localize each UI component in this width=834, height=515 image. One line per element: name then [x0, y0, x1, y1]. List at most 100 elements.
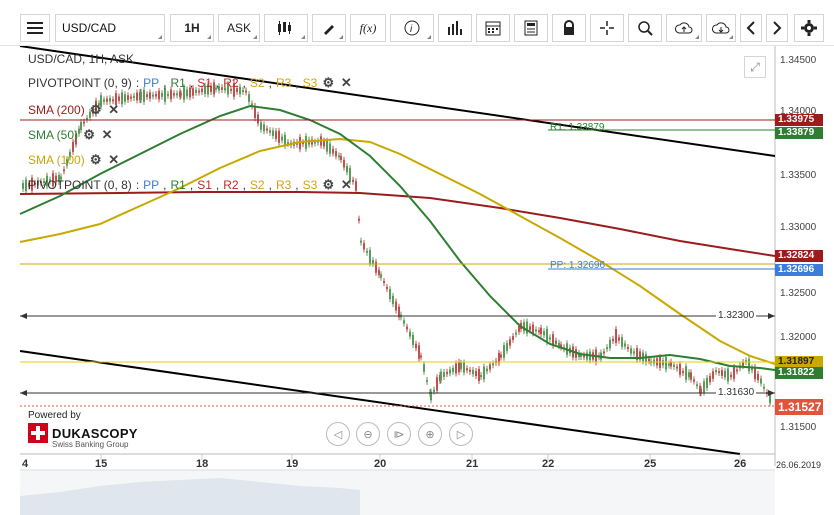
menu-button[interactable]: [20, 14, 50, 42]
candle-body: [161, 93, 163, 97]
info-button[interactable]: i: [390, 14, 434, 42]
gear-icon[interactable]: ⚙: [322, 75, 335, 90]
volume-button[interactable]: [438, 14, 472, 42]
candle-body: [769, 394, 771, 404]
sma-50-legend[interactable]: SMA (50) ⚙ ✕: [28, 127, 114, 143]
candle-body: [338, 155, 340, 158]
report-button[interactable]: [514, 14, 548, 42]
candle-body: [529, 326, 531, 331]
candle-body: [95, 100, 97, 114]
candle-body: [329, 143, 331, 154]
candle-body: [685, 366, 687, 380]
nav-left-button[interactable]: ◁: [326, 422, 350, 446]
candle-body: [463, 362, 465, 373]
candle-body: [378, 269, 380, 276]
price-tag-pp: 1.32696: [775, 264, 823, 276]
navigator-area[interactable]: [20, 478, 360, 515]
upload-button[interactable]: [666, 14, 702, 42]
candle-body: [323, 140, 325, 147]
lock-button[interactable]: [552, 14, 586, 42]
candle-body: [549, 337, 551, 340]
scroll-left-button[interactable]: [740, 14, 762, 42]
candle-body: [730, 374, 732, 378]
gear-icon[interactable]: ⚙: [322, 177, 335, 192]
candle-body: [52, 173, 54, 187]
close-icon[interactable]: ✕: [340, 177, 352, 192]
candle-body: [688, 372, 690, 378]
price-side-selector[interactable]: ASK: [218, 14, 260, 42]
candle-body: [398, 306, 400, 318]
candle-body: [40, 181, 42, 184]
candle-body: [31, 177, 33, 191]
indicator-function-button[interactable]: f(x): [350, 14, 386, 42]
candle-body: [380, 274, 382, 278]
candle-body: [751, 367, 753, 371]
price-tag-r1: 1.33879: [775, 127, 823, 139]
zoom-in-button[interactable]: ⊕: [418, 422, 442, 446]
pp-label: PP: [143, 76, 160, 90]
pivotpoint-9-legend[interactable]: PIVOTPOINT (0, 9) : PP, R1, S1, R2, S2, …: [28, 75, 352, 91]
expand-icon[interactable]: ⤢: [744, 56, 766, 78]
reset-button[interactable]: ⧐: [387, 422, 411, 446]
download-button[interactable]: [706, 14, 736, 42]
candle-body: [248, 94, 250, 102]
arrow-left-2: [20, 390, 27, 396]
candle-body: [284, 134, 286, 146]
candle-body: [433, 389, 435, 392]
candle-body: [218, 86, 220, 91]
settings-button[interactable]: [794, 14, 824, 42]
calendar-button[interactable]: [476, 14, 510, 42]
gear-icon[interactable]: ⚙: [89, 102, 102, 117]
candle-body: [727, 368, 729, 382]
lower-trendline[interactable]: [19, 350, 741, 455]
crosshair-button[interactable]: [590, 14, 624, 42]
candle-body: [389, 288, 391, 300]
scroll-right-button[interactable]: [766, 14, 788, 42]
candle-body: [538, 330, 540, 333]
dukascopy-brand: Powered by DUKASCOPY Swiss Banking Group: [28, 410, 148, 450]
draw-button[interactable]: [312, 14, 346, 42]
candle-body: [742, 362, 744, 366]
candle-body: [34, 182, 36, 185]
close-icon[interactable]: ✕: [340, 75, 352, 90]
candle-body: [526, 321, 528, 334]
candle-body: [757, 373, 759, 381]
zoom-out-button[interactable]: ⊖: [356, 422, 380, 446]
r1-label: R1: [170, 76, 186, 90]
chart-type-button[interactable]: [264, 14, 308, 42]
close-icon[interactable]: ✕: [108, 102, 120, 117]
close-icon[interactable]: ✕: [101, 127, 113, 142]
candle-body: [506, 343, 508, 351]
close-icon[interactable]: ✕: [108, 152, 120, 167]
sma-100-legend[interactable]: SMA (100) ⚙ ✕: [28, 152, 121, 168]
price-tag-current: 1.31527: [775, 399, 823, 415]
nav-right-button[interactable]: ▷: [449, 422, 473, 446]
candle-body: [543, 331, 545, 336]
zoom-button[interactable]: [628, 14, 662, 42]
candle-body: [189, 87, 191, 98]
symbol-selector[interactable]: USD/CAD: [55, 14, 165, 42]
upper-trendline[interactable]: [19, 46, 776, 157]
candle-body: [100, 95, 102, 107]
candle-body: [409, 331, 411, 337]
candle-body: [272, 130, 274, 136]
timeframe-selector[interactable]: 1H: [170, 14, 214, 42]
candle-body: [58, 175, 60, 182]
s3-label: S3: [302, 178, 318, 192]
candle-body: [621, 337, 623, 347]
gear-icon[interactable]: ⚙: [83, 127, 95, 142]
chart-area[interactable]: USD/CAD, 1H, ASK PIVOTPOINT (0, 9) : PP,…: [0, 46, 834, 515]
date-label: 26: [734, 458, 747, 470]
s3-label: S3: [302, 76, 318, 90]
candle-body: [693, 379, 695, 382]
candle-body: [754, 366, 756, 380]
date-label: 18: [196, 458, 209, 470]
candle-body: [335, 151, 337, 157]
candle-body: [503, 345, 505, 358]
pivotpoint-8-legend[interactable]: PIVOTPOINT (0, 8) : PP, R1, S1, R2, S2, …: [28, 177, 352, 193]
candle-body: [760, 378, 762, 384]
candle-body: [355, 181, 357, 191]
sma-200-legend[interactable]: SMA (200) ⚙ ✕: [28, 102, 121, 118]
gear-icon[interactable]: ⚙: [89, 152, 102, 167]
r3-label: R3: [275, 76, 292, 90]
